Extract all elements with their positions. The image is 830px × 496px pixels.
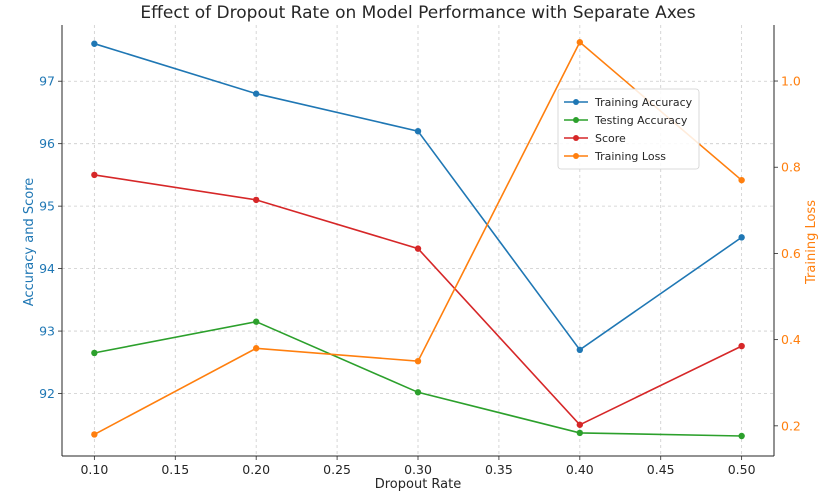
data-point [738,176,745,184]
data-point [576,346,584,354]
x-tick-label: 0.45 [647,462,675,477]
data-point [414,127,422,135]
left-y-tick-label: 95 [39,199,55,214]
legend: Training Accuracy Testing Accuracy Score Tr… [557,88,700,170]
x-tick-label: 0.20 [242,462,270,477]
legend-swatch-marker [573,135,579,141]
legend-swatch-marker [573,99,579,105]
data-point [252,318,260,325]
data-point [738,432,745,440]
left-y-axis-label: Accuracy and Score [22,178,37,306]
legend-box [557,88,700,170]
data-point [576,39,584,46]
data-point [738,234,745,241]
right-y-tick-label: 0.2 [781,418,801,433]
x-tick-label: 0.25 [323,462,351,477]
x-tick-label: 0.35 [485,462,513,477]
data-point [91,40,98,47]
data-point [252,196,260,204]
left-y-tick-label: 94 [39,261,55,276]
data-point [252,90,260,97]
data-point [414,357,422,365]
left-y-tick-label: 97 [39,74,55,89]
x-axis-label: Dropout Rate [375,477,462,492]
data-point [576,421,584,428]
legend-label: Training Loss [594,150,666,163]
x-tick-label: 0.30 [404,462,432,477]
legend-label: Score [595,132,626,145]
x-tick-label: 0.40 [566,462,594,477]
data-point [576,429,584,437]
left-y-tick-label: 93 [39,324,55,339]
data-point [414,245,422,252]
data-point [738,342,745,350]
right-y-tick-label: 0.6 [781,246,801,261]
x-tick-label: 0.15 [161,462,189,477]
axes: 0.10 0.15 0.20 0.25 0.30 0.35 0.40 0.45 0.50 92 93… [39,25,801,477]
left-y-tick-label: 92 [39,386,55,401]
chart-title: Effect of Dropout Rate on Model Performa… [140,3,695,23]
x-tick-label: 0.10 [80,462,108,477]
series-lines [91,39,745,440]
legend-swatch-marker [573,117,579,123]
legend-label: Testing Accuracy [594,114,688,127]
data-point [414,389,422,396]
right-y-axis-label: Training Loss [804,200,819,285]
data-point [91,349,98,357]
left-y-tick-label: 96 [39,136,55,151]
data-point [91,171,98,179]
x-tick-label: 0.50 [728,462,756,477]
right-y-tick-label: 1.0 [781,74,801,89]
legend-swatch-marker [573,153,579,159]
right-y-tick-label: 0.4 [781,332,801,347]
right-y-tick-label: 0.8 [781,160,801,175]
legend-label: Training Accuracy [594,96,693,109]
data-point [91,431,98,438]
data-point [252,345,260,352]
